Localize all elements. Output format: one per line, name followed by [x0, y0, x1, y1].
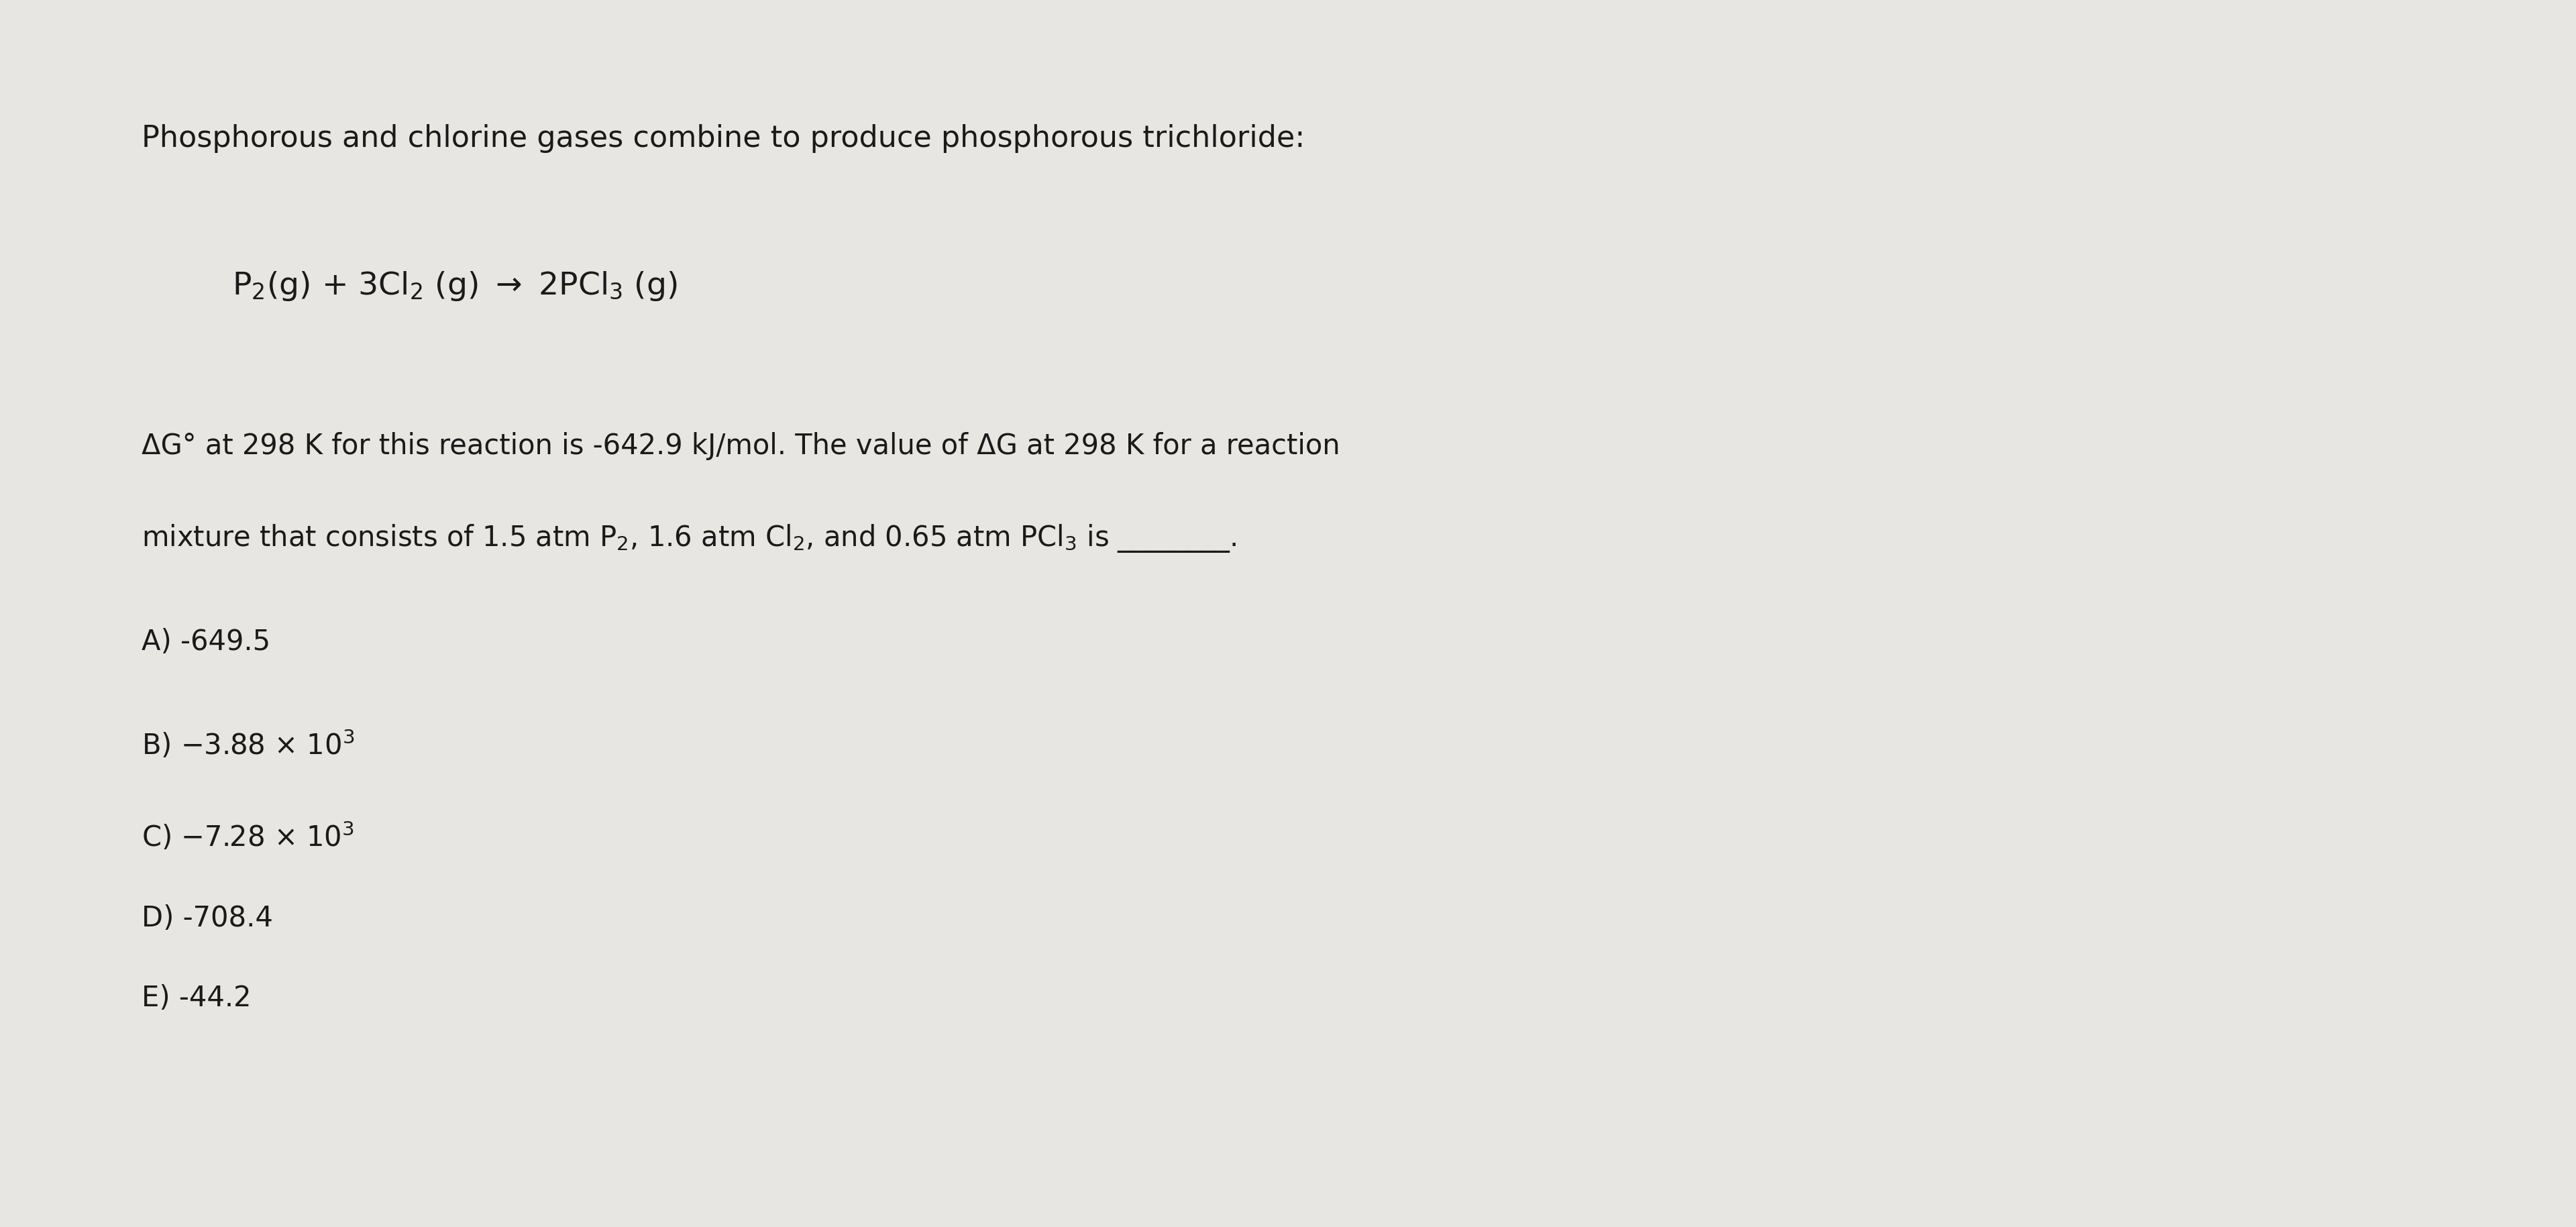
Text: D) -708.4: D) -708.4 — [142, 904, 273, 933]
Text: B) $-$3.88 $\times$ 10$^3$: B) $-$3.88 $\times$ 10$^3$ — [142, 729, 355, 761]
Text: A) -649.5: A) -649.5 — [142, 628, 270, 656]
Text: Phosphorous and chlorine gases combine to produce phosphorous trichloride:: Phosphorous and chlorine gases combine t… — [142, 124, 1306, 153]
Text: mixture that consists of 1.5 atm $\mathrm{P_2}$, 1.6 atm $\mathrm{Cl_2}$, and 0.: mixture that consists of 1.5 atm $\mathr… — [142, 523, 1236, 555]
Text: E) -44.2: E) -44.2 — [142, 984, 252, 1012]
Text: ΔG° at 298 K for this reaction is -642.9 kJ/mol. The value of ΔG at 298 K for a : ΔG° at 298 K for this reaction is -642.9… — [142, 432, 1340, 460]
Text: $\mathrm{P_2}$(g) + 3Cl$_\mathrm{2}$ (g) $\rightarrow$ 2PCl$_\mathrm{3}$ (g): $\mathrm{P_2}$(g) + 3Cl$_\mathrm{2}$ (g)… — [232, 270, 677, 303]
Text: C) $-$7.28 $\times$ 10$^3$: C) $-$7.28 $\times$ 10$^3$ — [142, 821, 355, 853]
